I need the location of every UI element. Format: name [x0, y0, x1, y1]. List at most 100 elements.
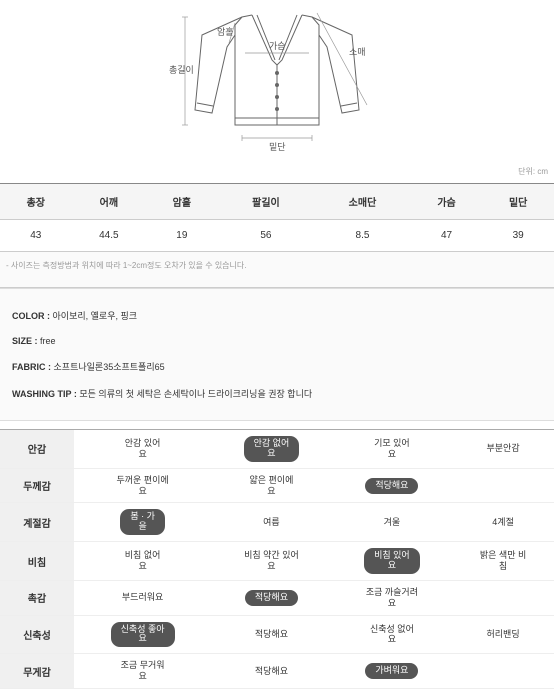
- size-note: - 사이즈는 측정방법과 위치에 따라 1~2cm정도 오차가 있을 수 있습니…: [0, 252, 554, 288]
- option-text: 밝은 색만 비침: [480, 550, 526, 571]
- detail-option: 비침 약간 있어요: [211, 542, 331, 581]
- detail-option: 적당해요: [211, 615, 331, 654]
- detail-option: 신축성 없어요: [332, 615, 452, 654]
- option-text: 부드러워요: [122, 592, 163, 602]
- option-text: 조금 무거워요: [121, 660, 165, 681]
- info-size: SIZE : free: [12, 336, 542, 346]
- size-header: 소매단: [314, 184, 411, 220]
- detail-row: 두께감 두꺼운 편이에요 얇은 편이에요 적당해요: [0, 468, 554, 503]
- size-header: 팔길이: [218, 184, 315, 220]
- cardigan-svg: 총길이 암홀 가슴 소매 밑단: [157, 5, 397, 155]
- selected-pill: 적당해요: [245, 590, 298, 606]
- option-text: 적당해요: [255, 629, 288, 639]
- detail-option: 조금 무거워요: [74, 654, 211, 689]
- info-fabric-value: 소프트나일론35소프트폴리65: [54, 362, 165, 372]
- detail-option: 겨울: [332, 503, 452, 542]
- selected-pill: 비침 있어요: [364, 548, 420, 574]
- detail-row: 계절감 봄 · 가을 여름 겨울 4계절: [0, 503, 554, 542]
- detail-option: 적당해요: [211, 580, 331, 615]
- option-text: 비침 없어요: [125, 550, 161, 571]
- detail-row-label: 두께감: [0, 468, 74, 503]
- option-text: 얇은 편이에요: [249, 475, 293, 496]
- detail-option: 가벼워요: [332, 654, 452, 689]
- detail-row-label: 무게감: [0, 654, 74, 689]
- option-text: 비침 약간 있어요: [244, 550, 299, 571]
- label-armhole: 암홀: [217, 26, 234, 37]
- size-value: 8.5: [314, 220, 411, 252]
- size-header: 밑단: [482, 184, 554, 220]
- detail-row-label: 촉감: [0, 580, 74, 615]
- detail-option: 봄 · 가을: [74, 503, 211, 542]
- detail-option: 안감 있어요: [74, 430, 211, 469]
- detail-option: 적당해요: [211, 654, 331, 689]
- detail-option: 신축성 좋아요: [74, 615, 211, 654]
- detail-option: [452, 580, 554, 615]
- info-color-label: COLOR :: [12, 311, 50, 321]
- label-sleeve: 소매: [349, 47, 366, 57]
- option-text: 겨울: [384, 517, 401, 527]
- detail-option: [452, 654, 554, 689]
- selected-pill: 봄 · 가을: [120, 509, 165, 535]
- detail-option: 4계절: [452, 503, 554, 542]
- detail-option: 비침 있어요: [332, 542, 452, 581]
- garment-diagram: 총길이 암홀 가슴 소매 밑단: [0, 0, 554, 160]
- detail-option: 비침 없어요: [74, 542, 211, 581]
- unit-label: 단위: cm: [512, 160, 554, 183]
- size-value: 56: [218, 220, 315, 252]
- product-info-box: COLOR : 아이보리, 옐로우, 핑크 SIZE : free FABRIC…: [0, 288, 554, 421]
- selected-pill: 적당해요: [365, 478, 418, 494]
- size-header: 가슴: [411, 184, 483, 220]
- option-text: 조금 까슬거려요: [366, 587, 418, 608]
- detail-option: 여름: [211, 503, 331, 542]
- detail-option: 부분안감: [452, 430, 554, 469]
- detail-option: 두꺼운 편이에요: [74, 468, 211, 503]
- detail-option: [452, 468, 554, 503]
- detail-row: 무게감 조금 무거워요 적당해요 가벼워요: [0, 654, 554, 689]
- selected-pill: 안감 없어요: [244, 436, 300, 462]
- option-text: 부분안감: [487, 443, 520, 453]
- detail-row-label: 계절감: [0, 503, 74, 542]
- info-washing-label: WASHING TIP :: [12, 389, 77, 399]
- detail-row: 비침 비침 없어요 비침 약간 있어요 비침 있어요 밝은 색만 비침: [0, 542, 554, 581]
- detail-row-label: 신축성: [0, 615, 74, 654]
- label-hem: 밑단: [269, 141, 286, 152]
- size-value: 39: [482, 220, 554, 252]
- detail-row-label: 비침: [0, 542, 74, 581]
- size-value: 19: [146, 220, 218, 252]
- option-text: 신축성 없어요: [370, 624, 414, 645]
- info-fabric: FABRIC : 소프트나일론35소프트폴리65: [12, 360, 542, 373]
- info-color-value: 아이보리, 옐로우, 핑크: [53, 311, 138, 321]
- option-text: 허리밴딩: [487, 629, 520, 639]
- selected-pill: 가벼워요: [365, 663, 418, 679]
- detail-option: 허리밴딩: [452, 615, 554, 654]
- size-value: 44.5: [72, 220, 146, 252]
- label-total-length: 총길이: [169, 65, 194, 75]
- option-text: 안감 있어요: [125, 438, 161, 459]
- option-text: 4계절: [492, 517, 514, 527]
- detail-table: 안감 안감 있어요 안감 없어요 기모 있어요 부분안감두께감 두꺼운 편이에요 얇은 편이…: [0, 429, 554, 689]
- detail-row: 안감 안감 있어요 안감 없어요 기모 있어요 부분안감: [0, 430, 554, 469]
- detail-row-label: 안감: [0, 430, 74, 469]
- detail-option: 밝은 색만 비침: [452, 542, 554, 581]
- option-text: 적당해요: [255, 666, 288, 676]
- info-size-label: SIZE :: [12, 336, 38, 346]
- size-header: 암홀: [146, 184, 218, 220]
- option-text: 여름: [263, 517, 280, 527]
- detail-option: 조금 까슬거려요: [332, 580, 452, 615]
- info-color: COLOR : 아이보리, 옐로우, 핑크: [12, 309, 542, 322]
- detail-option: 기모 있어요: [332, 430, 452, 469]
- detail-option: 적당해요: [332, 468, 452, 503]
- info-fabric-label: FABRIC :: [12, 362, 51, 372]
- detail-option: 안감 없어요: [211, 430, 331, 469]
- size-value: 43: [0, 220, 72, 252]
- option-text: 기모 있어요: [374, 438, 410, 459]
- detail-option: 얇은 편이에요: [211, 468, 331, 503]
- size-value: 47: [411, 220, 483, 252]
- detail-row: 촉감 부드러워요 적당해요 조금 까슬거려요: [0, 580, 554, 615]
- option-text: 두꺼운 편이에요: [117, 475, 169, 496]
- size-header: 총장: [0, 184, 72, 220]
- size-table: 총장어깨암홀팔길이소매단가슴밑단 4344.519568.54739: [0, 183, 554, 252]
- label-chest: 가슴: [269, 41, 286, 51]
- size-header: 어깨: [72, 184, 146, 220]
- detail-row: 신축성신축성 좋아요 적당해요 신축성 없어요 허리밴딩: [0, 615, 554, 654]
